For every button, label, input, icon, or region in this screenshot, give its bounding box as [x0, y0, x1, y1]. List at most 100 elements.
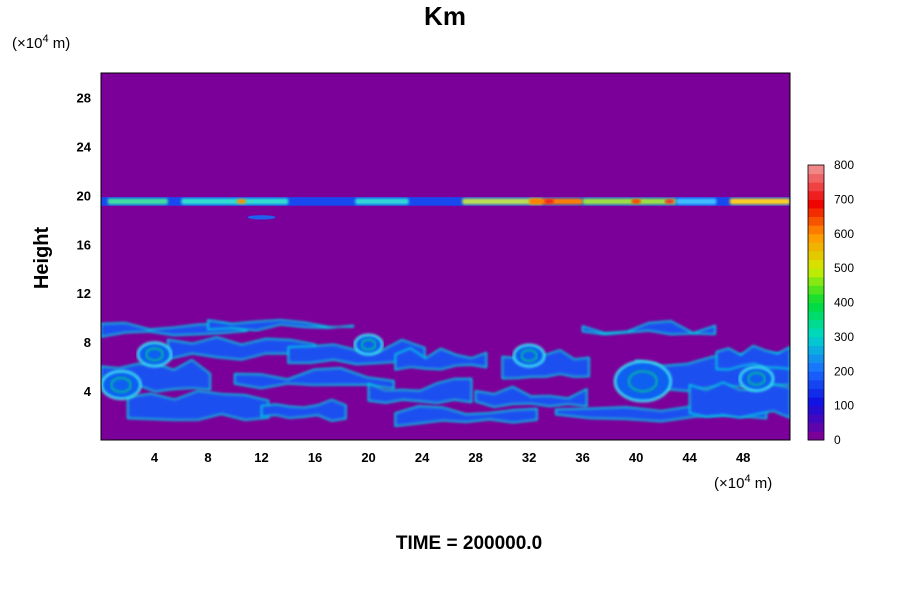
x-tick-label: 40 — [629, 450, 643, 465]
x-tick-label: 48 — [736, 450, 750, 465]
upper-layer-band — [101, 197, 790, 206]
colorbar-segment — [808, 422, 824, 432]
colorbar-segment — [808, 371, 824, 381]
y-tick-label: 28 — [77, 90, 91, 105]
colorbar-segment — [808, 190, 824, 200]
colorbar-tick-label: 100 — [834, 399, 854, 413]
turbulence-edge — [581, 320, 716, 336]
colorbar-segment — [808, 173, 824, 183]
colorbar: 0 100 200 300 400 500 600 700 800 — [807, 158, 854, 447]
colorbar-segment — [808, 276, 824, 286]
colorbar-tick-label: 600 — [834, 227, 854, 241]
x-tick-label: 4 — [151, 450, 159, 465]
colorbar-segment — [808, 207, 824, 218]
upper-layer-fragment — [247, 215, 276, 220]
upper-layer-hotspot — [582, 198, 677, 205]
colorbar-segment — [808, 199, 824, 209]
colorbar-tick-label: 0 — [834, 433, 841, 447]
upper-layer-hotspot — [181, 198, 289, 205]
turbulence-patch — [208, 320, 354, 331]
eddy-core — [628, 370, 658, 392]
colorbar-segment — [808, 250, 824, 261]
upper-layer-peak — [664, 199, 675, 204]
x-tick-label: 20 — [361, 450, 375, 465]
x-tick-label: 8 — [204, 450, 211, 465]
y-axis-ticks: 4 8 12 16 20 24 28 — [77, 90, 92, 399]
plot-frame — [100, 72, 791, 441]
colorbar-segment — [808, 182, 824, 192]
colorbar-segment — [808, 216, 824, 226]
colorbar-frame — [807, 164, 825, 441]
upper-layer-hotspot — [107, 198, 168, 205]
turbulence-patch — [127, 390, 269, 420]
time-label: TIME = 200000.0 — [396, 533, 542, 554]
colorbar-segment — [808, 362, 824, 372]
plot-area — [100, 72, 791, 441]
colorbar-segment — [808, 268, 824, 278]
colorbar-segment — [808, 414, 824, 424]
colorbar-segment — [808, 354, 824, 364]
y-tick-label: 8 — [84, 335, 91, 350]
y-tick-label: 24 — [77, 139, 92, 154]
colorbar-segment — [808, 165, 824, 175]
colorbar-tick-label: 400 — [834, 296, 854, 310]
colorbar-segment — [808, 285, 824, 295]
eddy — [353, 333, 384, 356]
turbulence-patch — [582, 321, 716, 335]
upper-layer-peak — [544, 199, 555, 204]
turbulence-edge — [555, 404, 768, 423]
x-axis-ticks: 4 8 12 16 20 24 28 32 36 40 44 48 — [151, 450, 751, 465]
eddy — [136, 341, 173, 368]
colorbar-segment — [808, 233, 824, 243]
eddy-core — [110, 377, 132, 393]
turbulence-patch — [261, 399, 346, 421]
turbulence-edge — [715, 345, 790, 371]
turbulence-edge — [367, 377, 473, 404]
y-tick-label: 20 — [77, 188, 91, 203]
y-tick-label: 4 — [84, 384, 92, 399]
turbulence-edge — [635, 352, 790, 392]
eddy-core — [747, 372, 766, 386]
y-axis-label: Height — [31, 227, 53, 290]
upper-layer-hotspot — [355, 198, 409, 205]
turbulence-edge — [233, 367, 395, 390]
colorbar-segment — [808, 302, 824, 312]
colorbar-segment — [808, 242, 824, 252]
upper-layer-hotspot — [462, 198, 543, 205]
turbulence-edge — [394, 347, 488, 371]
eddy — [738, 365, 775, 392]
eddy — [512, 343, 546, 368]
x-axis-unit: (×104 m) — [714, 473, 772, 492]
turbulence-edge — [260, 398, 347, 422]
x-tick-label: 24 — [415, 450, 430, 465]
turbulence-edge — [474, 385, 588, 408]
field-features — [101, 197, 790, 427]
colorbar-segment — [808, 388, 824, 398]
colorbar-segment — [808, 397, 824, 407]
colorbar-tick-label: 200 — [834, 364, 854, 378]
upper-layer-hotspot — [676, 198, 717, 205]
colorbar-segment — [808, 405, 824, 415]
turbulence-edge — [126, 390, 270, 421]
colorbar-tick-label: 700 — [834, 192, 854, 206]
colorbar-segment — [808, 319, 824, 329]
y-axis-unit: (×104 m) — [12, 33, 70, 52]
x-tick-label: 32 — [522, 450, 536, 465]
y-tick-label: 16 — [77, 237, 91, 252]
y-tick-label: 12 — [77, 286, 91, 301]
colorbar-tick-label: 300 — [834, 330, 854, 344]
turbulence-patch — [689, 382, 790, 418]
colorbar-segment — [808, 379, 824, 389]
x-tick-label: 16 — [308, 450, 322, 465]
turbulence-edge — [207, 319, 354, 332]
colorbar-segment — [808, 311, 824, 321]
x-tick-label: 12 — [254, 450, 268, 465]
x-tick-label: 44 — [682, 450, 697, 465]
colorbar-segment — [808, 328, 824, 338]
x-tick-label: 28 — [468, 450, 482, 465]
colorbar-segment — [808, 336, 824, 346]
colorbar-segment — [808, 259, 824, 269]
colorbar-segment — [808, 431, 824, 441]
colorbar-segment — [808, 293, 824, 303]
